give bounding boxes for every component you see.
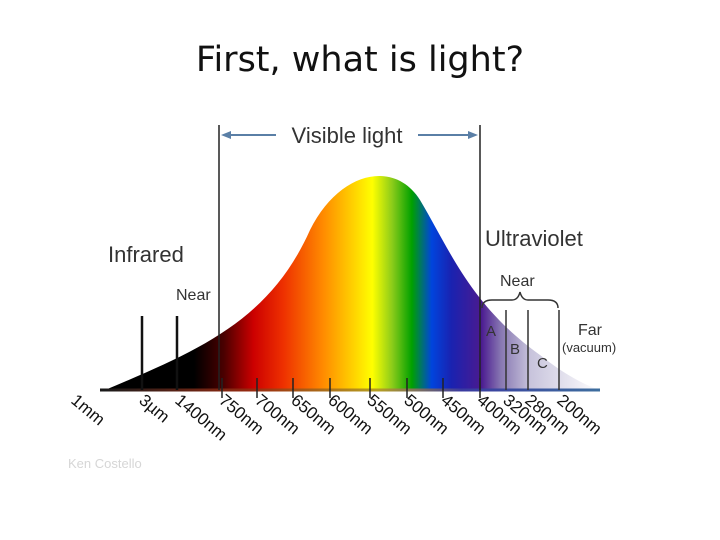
spectrum-curve (105, 176, 600, 390)
uv-b-label: B (510, 341, 520, 358)
uv-far-label: Far (578, 322, 603, 339)
uv-near-label: Near (500, 273, 535, 290)
slide-title: First, what is light? (195, 40, 525, 80)
uv-near-brace (481, 291, 559, 309)
visible-arrowhead-right (468, 131, 478, 139)
wavelength-labels: 1mm 3µm 1400nm 750nm 700nm 650nm 600nm 5… (67, 391, 605, 445)
infrared-near-label: Near (176, 287, 211, 304)
wavelength-label: 3µm (135, 391, 173, 427)
uv-c-label: C (537, 355, 548, 372)
visible-light-label: Visible light (292, 123, 403, 148)
visible-arrowhead-left (221, 131, 231, 139)
wavelength-label: 1mm (67, 391, 108, 430)
image-credit: Ken Costello (68, 456, 142, 471)
axis-ticks (221, 378, 481, 398)
uv-far-sub-label: (vacuum) (562, 340, 616, 355)
uv-a-label: A (486, 323, 496, 340)
ultraviolet-label: Ultraviolet (485, 226, 583, 251)
infrared-label: Infrared (108, 242, 184, 267)
